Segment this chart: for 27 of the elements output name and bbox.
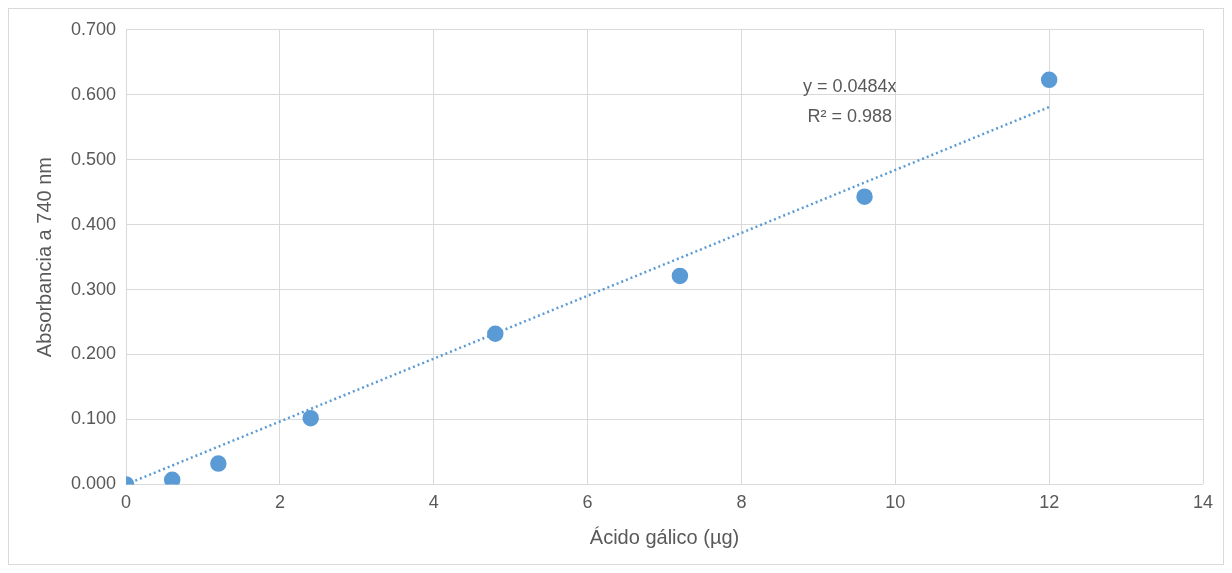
y-tick-label: 0.200 bbox=[71, 343, 117, 364]
point bbox=[1040, 71, 1058, 89]
y-tick-label: 0.300 bbox=[71, 278, 117, 299]
x-tick-label: 6 bbox=[582, 492, 593, 513]
y-tick-label: 0.100 bbox=[71, 408, 117, 429]
point bbox=[302, 409, 319, 427]
y-tick-label: 0.500 bbox=[71, 148, 117, 169]
point bbox=[856, 188, 873, 205]
point bbox=[671, 267, 689, 285]
x-tick-label: 8 bbox=[736, 492, 747, 513]
point bbox=[487, 325, 504, 342]
x-tick-label: 0 bbox=[121, 492, 132, 513]
x-tick-label: 2 bbox=[274, 492, 285, 513]
x-tick-label: 4 bbox=[428, 492, 439, 513]
x-tick-label: 12 bbox=[1039, 492, 1060, 513]
y-tick-label: 0.000 bbox=[71, 473, 117, 494]
x-tick-label: 14 bbox=[1192, 492, 1214, 513]
y-axis-title: Absorbancia a 740 nm bbox=[32, 157, 55, 358]
point bbox=[163, 471, 181, 485]
annotation: y = 0.0484x bbox=[802, 75, 897, 96]
x-tick-label: 10 bbox=[885, 492, 906, 513]
annotation: R² = 0.988 bbox=[807, 105, 893, 126]
point bbox=[210, 455, 227, 472]
y-tick-label: 0.400 bbox=[71, 213, 117, 234]
x-axis-title: Ácido gálico (µg) bbox=[589, 525, 740, 548]
y-tick-label: 0.600 bbox=[71, 83, 117, 104]
y-tick-label: 0.700 bbox=[71, 18, 117, 39]
